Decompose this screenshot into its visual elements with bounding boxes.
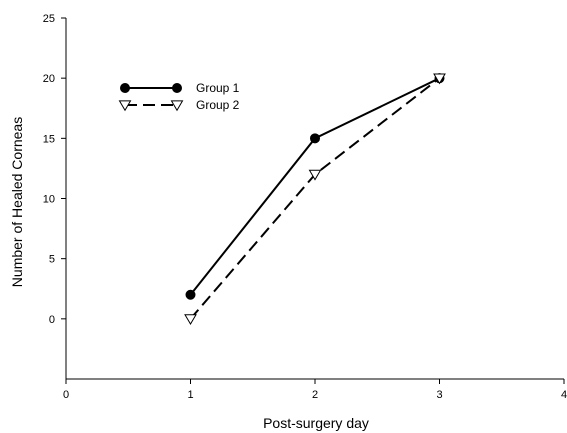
x-tick-label: 1 xyxy=(187,389,193,401)
y-axis-ticks: 0 5 10 15 20 25 xyxy=(43,13,66,326)
series-2 xyxy=(184,73,446,326)
series-layer xyxy=(184,73,446,326)
data-point xyxy=(310,133,320,144)
series-line xyxy=(189,77,441,320)
legend-marker xyxy=(120,83,130,93)
y-tick-label: 25 xyxy=(43,13,55,25)
data-point xyxy=(184,314,197,326)
legend-marker xyxy=(170,100,184,112)
x-axis-ticks: 0 1 2 3 4 xyxy=(63,379,567,401)
y-tick-label: 10 xyxy=(43,194,55,206)
y-tick-label: 5 xyxy=(49,254,55,266)
axes xyxy=(65,18,564,380)
legend-label: Group 2 xyxy=(196,98,240,112)
legend-label: Group 1 xyxy=(196,81,240,95)
x-axis-label: Post-surgery day xyxy=(263,415,369,431)
data-point xyxy=(308,169,322,181)
x-tick-label: 4 xyxy=(561,389,567,401)
legend-item: Group 2 xyxy=(118,98,240,112)
y-tick-label: 15 xyxy=(43,133,55,145)
x-tick-label: 0 xyxy=(63,389,69,401)
legend-item: Group 1 xyxy=(120,81,240,95)
data-point xyxy=(185,289,196,300)
y-tick-label: 0 xyxy=(49,314,55,326)
x-tick-label: 2 xyxy=(312,389,318,401)
legend: Group 1 Group 2 xyxy=(118,81,240,112)
x-tick-label: 3 xyxy=(436,389,442,401)
legend-marker xyxy=(118,100,132,112)
legend-marker xyxy=(172,83,182,93)
data-point xyxy=(433,73,446,85)
y-tick-label: 20 xyxy=(43,73,55,85)
y-axis-label: Number of Healed Corneas xyxy=(9,117,25,287)
